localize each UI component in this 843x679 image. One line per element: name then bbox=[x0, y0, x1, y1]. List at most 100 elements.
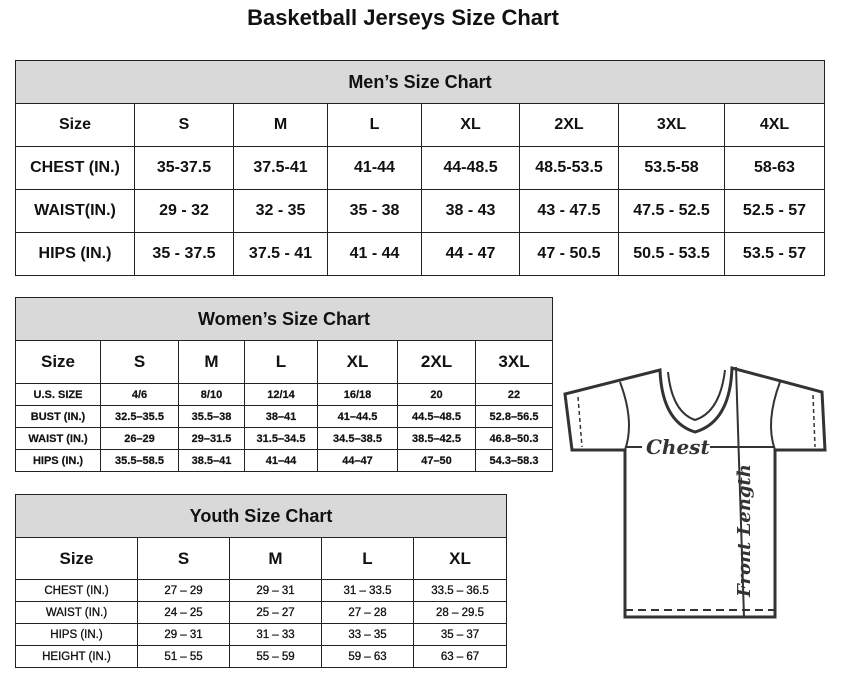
table-cell: 29 – 31 bbox=[137, 623, 230, 646]
table-cell: S bbox=[134, 103, 234, 147]
table-cell: 53.5-58 bbox=[618, 146, 725, 190]
table-cell: 3XL bbox=[474, 340, 554, 384]
table-cell: 33 – 35 bbox=[321, 623, 414, 646]
table-cell: 2XL bbox=[519, 103, 619, 147]
row-label: HEIGHT (IN.) bbox=[15, 645, 138, 668]
table-cell: 26–29 bbox=[100, 427, 179, 450]
womens-size-table: Women’s Size Chart Size S M L XL 2XL 3XL U.S. S… bbox=[14, 297, 554, 472]
table-row: HIPS (IN.) 29 – 31 31 – 33 33 – 35 35 – 37 bbox=[15, 623, 508, 646]
womens-table-title: Women’s Size Chart bbox=[14, 297, 554, 341]
table-cell: S bbox=[137, 537, 230, 580]
table-row: CHEST (IN.) 27 – 29 29 – 31 31 – 33.5 33.5 –… bbox=[15, 579, 508, 602]
table-cell: 22 bbox=[474, 383, 554, 406]
table-cell: 34.5–38.5 bbox=[317, 427, 398, 450]
table-cell: 54.3–58.3 bbox=[474, 449, 554, 472]
row-label: Size bbox=[15, 340, 101, 384]
row-label: HIPS (IN.) bbox=[15, 232, 135, 276]
table-cell: 44-48.5 bbox=[421, 146, 520, 190]
table-row: Size S M L XL 2XL 3XL 4XL bbox=[15, 103, 825, 147]
table-row: Size S M L XL bbox=[15, 537, 508, 580]
table-cell: 44.5–48.5 bbox=[397, 405, 476, 428]
table-cell: 58-63 bbox=[724, 146, 825, 190]
table-cell: 44–47 bbox=[317, 449, 398, 472]
table-cell: 47 - 50.5 bbox=[519, 232, 619, 276]
table-cell: 32.5–35.5 bbox=[100, 405, 179, 428]
table-cell: 41–44 bbox=[244, 449, 318, 472]
table-cell: 41-44 bbox=[327, 146, 422, 190]
mens-table-title: Men’s Size Chart bbox=[15, 60, 825, 104]
table-cell: 43 - 47.5 bbox=[519, 189, 619, 233]
table-cell: 63 – 67 bbox=[412, 645, 508, 668]
table-cell: 55 – 59 bbox=[229, 645, 322, 668]
row-label: Size bbox=[15, 103, 135, 147]
table-cell: 44 - 47 bbox=[421, 232, 520, 276]
youth-table-title: Youth Size Chart bbox=[14, 494, 508, 538]
chest-label: Chest bbox=[646, 435, 710, 459]
table-cell: 35.5–58.5 bbox=[100, 449, 179, 472]
mens-size-table: Men’s Size Chart Size S M L XL 2XL 3XL 4XL CHEST… bbox=[15, 60, 825, 276]
table-cell: 31.5–34.5 bbox=[244, 427, 318, 450]
table-cell: XL bbox=[421, 103, 520, 147]
row-label: U.S. SIZE bbox=[15, 383, 101, 406]
table-cell: 29 - 32 bbox=[134, 189, 234, 233]
table-cell: 52.5 - 57 bbox=[724, 189, 825, 233]
table-cell: 35.5–38 bbox=[178, 405, 245, 428]
row-label: HIPS (IN.) bbox=[15, 623, 138, 646]
table-cell: 59 – 63 bbox=[321, 645, 414, 668]
youth-size-table: Youth Size Chart Size S M L XL CHEST (IN.) 27 … bbox=[14, 494, 508, 668]
front-length-label: Front Length bbox=[734, 464, 755, 598]
row-label: HIPS (IN.) bbox=[15, 449, 101, 472]
table-cell: 4XL bbox=[724, 103, 825, 147]
table-row: CHEST (IN.) 35-37.5 37.5-41 41-44 44-48.5 48.… bbox=[15, 146, 825, 190]
table-cell: 35-37.5 bbox=[134, 146, 234, 190]
table-cell: 38.5–42.5 bbox=[397, 427, 476, 450]
table-cell: M bbox=[229, 537, 322, 580]
table-cell: 38.5–41 bbox=[178, 449, 245, 472]
table-cell: 29–31.5 bbox=[178, 427, 245, 450]
table-cell: M bbox=[178, 340, 245, 384]
table-cell: 29 – 31 bbox=[229, 579, 322, 602]
page-title: Basketball Jerseys Size Chart bbox=[247, 5, 559, 30]
table-cell: 20 bbox=[397, 383, 476, 406]
table-row: Size S M L XL 2XL 3XL bbox=[15, 340, 554, 384]
table-row: HIPS (IN.) 35 - 37.5 37.5 - 41 41 - 44 44 - … bbox=[15, 232, 825, 276]
table-row: WAIST (IN.) 26–29 29–31.5 31.5–34.5 34.5–38.… bbox=[15, 427, 554, 450]
table-cell: L bbox=[244, 340, 318, 384]
table-cell: 35 - 38 bbox=[327, 189, 422, 233]
table-row: BUST (IN.) 32.5–35.5 35.5–38 38–41 41–44.5 44… bbox=[15, 405, 554, 428]
table-cell: 47.5 - 52.5 bbox=[618, 189, 725, 233]
table-cell: 41–44.5 bbox=[317, 405, 398, 428]
table-cell: 2XL bbox=[397, 340, 476, 384]
row-label: BUST (IN.) bbox=[15, 405, 101, 428]
row-label: CHEST (IN.) bbox=[15, 146, 135, 190]
table-cell: 28 – 29.5 bbox=[412, 601, 508, 624]
table-cell: 41 - 44 bbox=[327, 232, 422, 276]
row-label: WAIST (IN.) bbox=[15, 427, 101, 450]
table-cell: 4/6 bbox=[100, 383, 179, 406]
table-cell: 25 – 27 bbox=[229, 601, 322, 624]
jersey-diagram: Chest Front Length bbox=[563, 366, 827, 619]
table-cell: 38–41 bbox=[244, 405, 318, 428]
table-row: HEIGHT (IN.) 51 – 55 55 – 59 59 – 63 63 – 67 bbox=[15, 645, 508, 668]
table-cell: S bbox=[100, 340, 179, 384]
table-cell: L bbox=[327, 103, 422, 147]
row-label: WAIST(IN.) bbox=[15, 189, 135, 233]
table-row: HIPS (IN.) 35.5–58.5 38.5–41 41–44 44–47 47–5… bbox=[15, 449, 554, 472]
row-label: CHEST (IN.) bbox=[15, 579, 138, 602]
table-cell: 35 – 37 bbox=[412, 623, 508, 646]
table-cell: 37.5-41 bbox=[233, 146, 328, 190]
table-cell: XL bbox=[412, 537, 508, 580]
table-cell: 35 - 37.5 bbox=[134, 232, 234, 276]
table-cell: 31 – 33.5 bbox=[321, 579, 414, 602]
table-cell: 8/10 bbox=[178, 383, 245, 406]
table-cell: 52.8–56.5 bbox=[474, 405, 554, 428]
table-cell: 3XL bbox=[618, 103, 725, 147]
table-cell: L bbox=[321, 537, 414, 580]
row-label: Size bbox=[15, 537, 138, 580]
table-row: U.S. SIZE 4/6 8/10 12/14 16/18 20 22 bbox=[15, 383, 554, 406]
table-cell: 47–50 bbox=[397, 449, 476, 472]
table-cell: 24 – 25 bbox=[137, 601, 230, 624]
table-row: WAIST(IN.) 29 - 32 32 - 35 35 - 38 38 - 43 43… bbox=[15, 189, 825, 233]
table-cell: 38 - 43 bbox=[421, 189, 520, 233]
table-cell: 53.5 - 57 bbox=[724, 232, 825, 276]
